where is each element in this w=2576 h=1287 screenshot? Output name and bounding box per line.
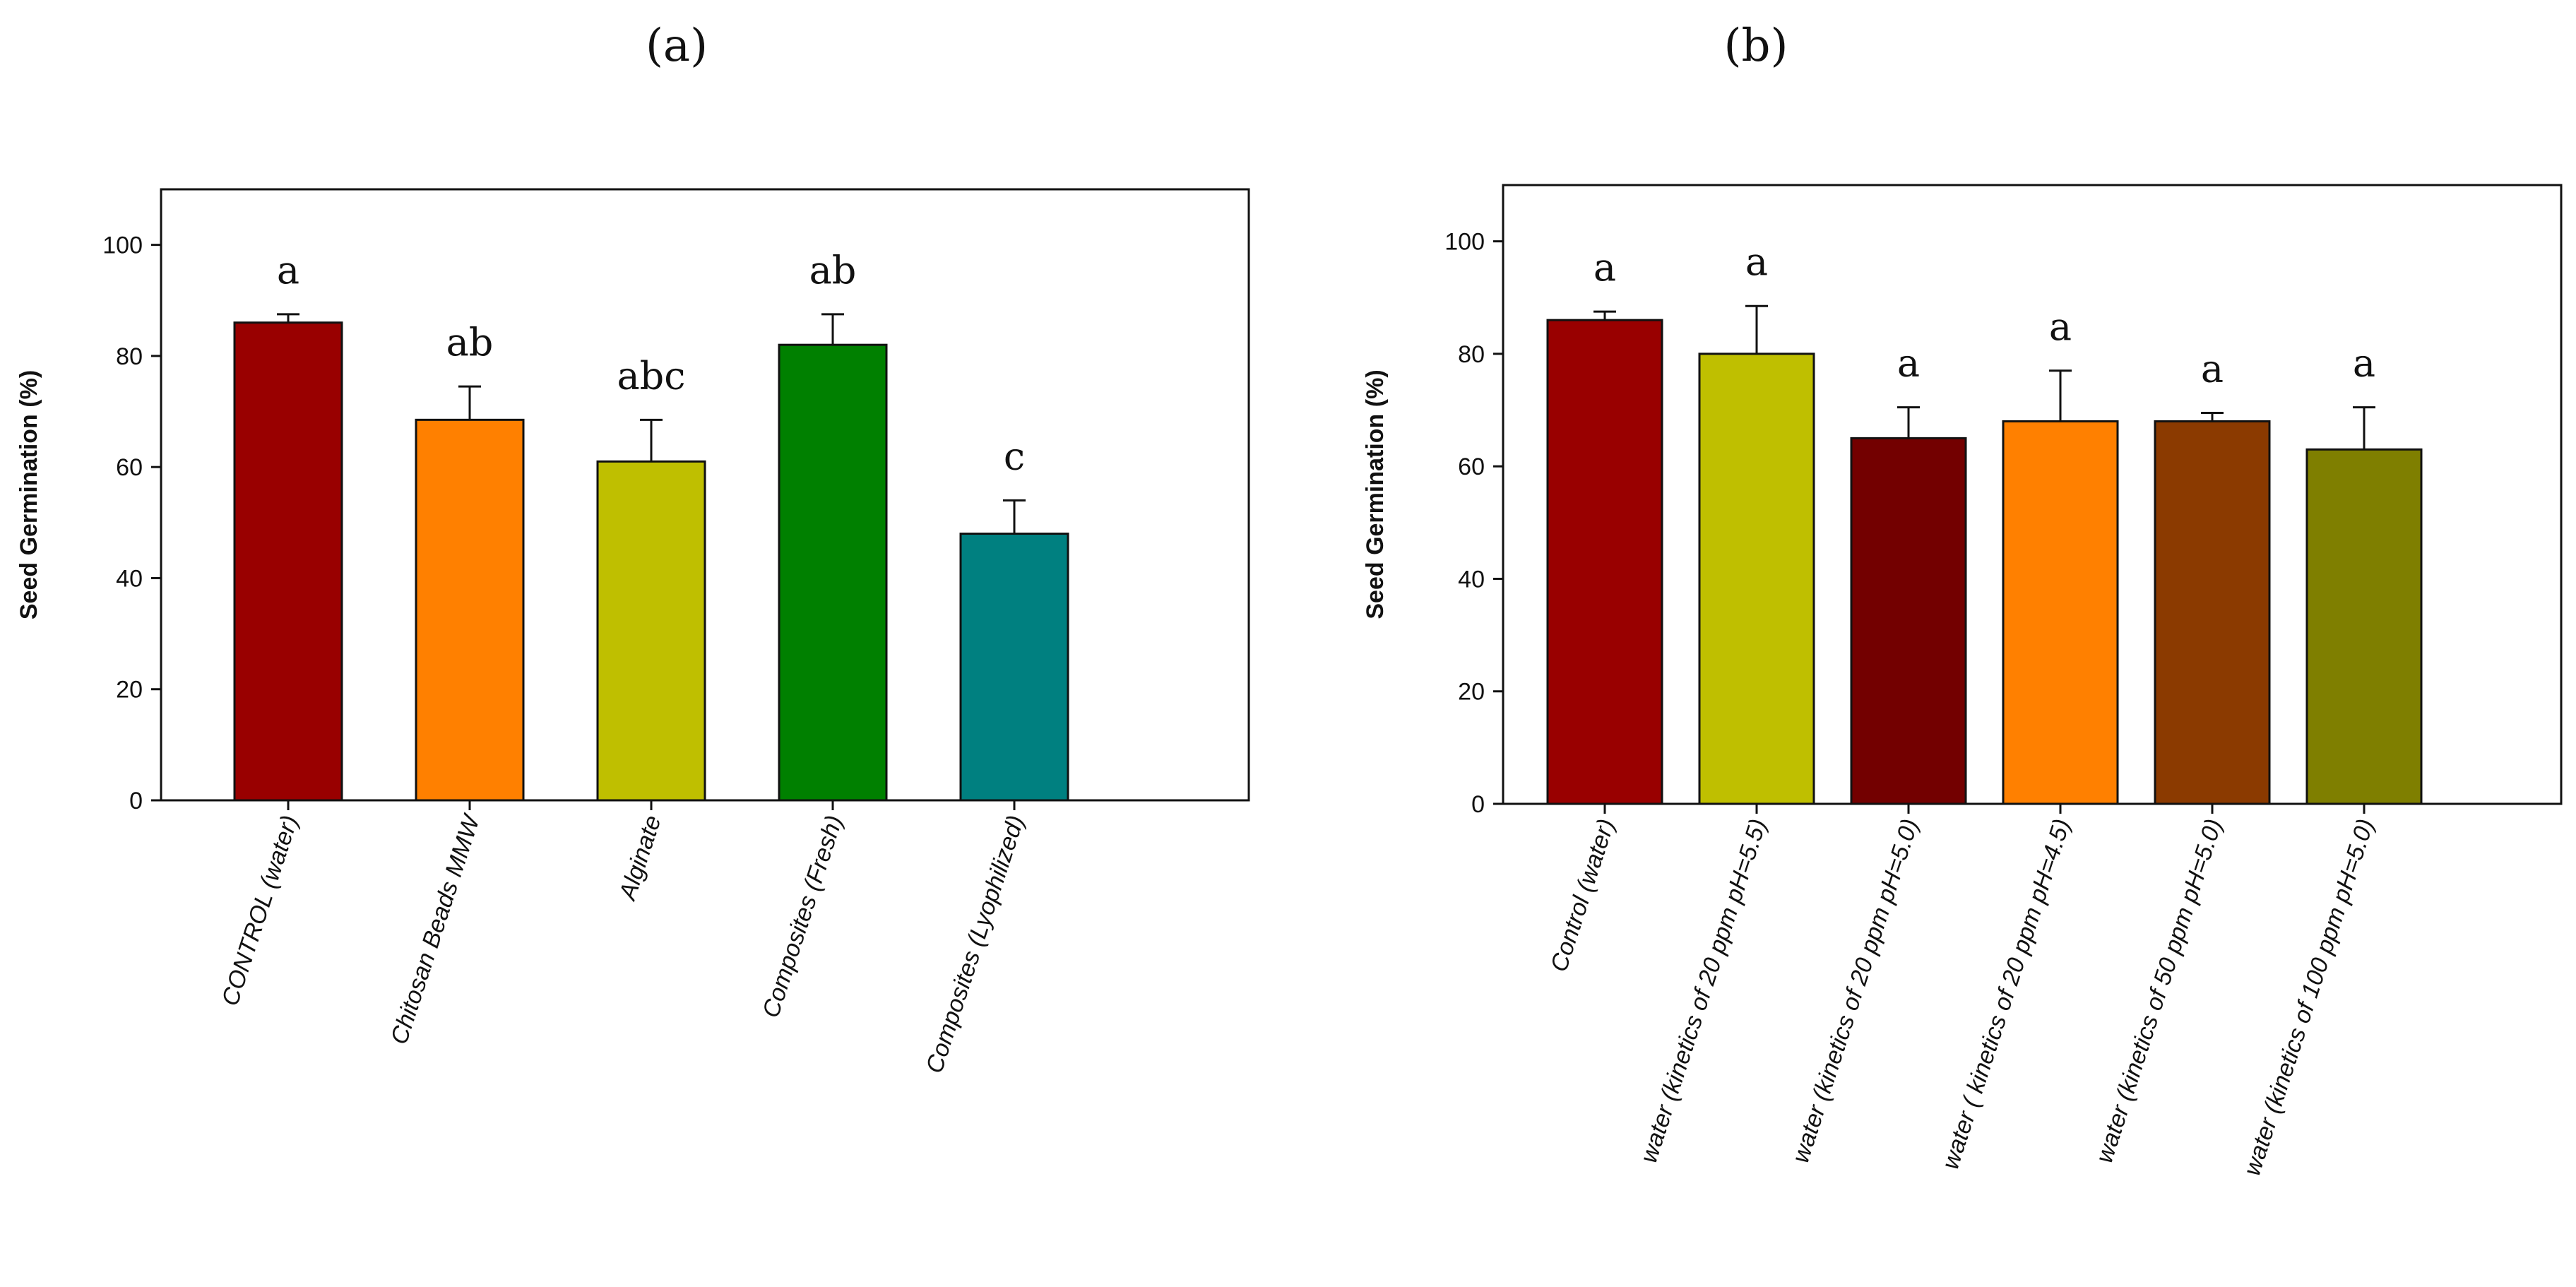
chart-b-ytick-label: 40 xyxy=(1458,566,1485,593)
chart-b: 0 20 40 60 80 100 Seed Germination (%) a Control… xyxy=(1362,184,2563,1179)
chart-b-category-label: Control (water) xyxy=(1545,816,1620,975)
chart-b-ytick-label: 100 xyxy=(1444,229,1485,256)
chart-b-category-label: water (kinetics of 50 ppm pH=5.0) xyxy=(2091,816,2228,1166)
chart-b-ytick-label: 20 xyxy=(1458,679,1485,706)
chart-b-bar xyxy=(1850,437,1967,805)
chart-a-ytick-label: 20 xyxy=(116,677,143,704)
chart-a-bar xyxy=(778,343,888,802)
chart-b-ytick-label: 80 xyxy=(1458,341,1485,368)
panel-b-label: (b) xyxy=(1724,20,1788,72)
chart-a-category-label: Alginate xyxy=(614,812,667,905)
chart-b-bar xyxy=(1546,319,1663,805)
chart-a-ytick-label: 0 xyxy=(129,788,143,814)
chart-b-significance-label: a xyxy=(1745,239,1768,284)
chart-b-y-axis-title: Seed Germination (%) xyxy=(1362,369,1389,619)
chart-a-ytick-label: 80 xyxy=(116,343,143,370)
chart-b-bar xyxy=(2154,420,2271,805)
chart-b-bar xyxy=(1698,352,1815,805)
panel-a-label: (a) xyxy=(646,20,708,72)
chart-a-category-label: Composites (Fresh) xyxy=(757,812,848,1021)
chart-a-category-label: CONTROL (water) xyxy=(217,812,304,1009)
chart-b-category-label: water (kinetics of 20 ppm pH=5.0) xyxy=(1787,816,1924,1166)
chart-a-category-label: Composites (Lyophilized) xyxy=(921,812,1030,1077)
chart-a-ytick-label: 100 xyxy=(102,232,143,259)
chart-b-significance-label: a xyxy=(1593,245,1616,290)
chart-b-category-label: water (kinetics of 100 ppm pH=5.0) xyxy=(2238,816,2379,1179)
chart-a-y-axis-title: Seed Germination (%) xyxy=(16,370,42,619)
chart-b-significance-label: a xyxy=(2353,341,2375,386)
chart-a: 0 20 40 60 80 100 Seed Germination (%) a CONTROL… xyxy=(16,188,1250,1077)
chart-b-significance-label: a xyxy=(2049,304,2072,349)
chart-a-bar xyxy=(596,460,706,802)
chart-a-significance-label: abc xyxy=(617,353,685,398)
chart-a-significance-label: ab xyxy=(809,248,857,292)
chart-a-significance-label: ab xyxy=(446,320,494,364)
chart-a-ytick-label: 40 xyxy=(116,565,143,592)
chart-b-ytick-label: 60 xyxy=(1458,453,1485,480)
chart-a-significance-label: c xyxy=(1004,434,1025,478)
chart-a-significance-label: a xyxy=(277,248,299,292)
chart-b-ytick-label: 0 xyxy=(1471,791,1485,818)
chart-a-bar xyxy=(415,418,525,802)
chart-b-significance-label: a xyxy=(1897,341,1920,386)
chart-a-bar xyxy=(233,321,343,802)
chart-a-category-label: Chitosan Beads MMW xyxy=(386,810,486,1048)
chart-b-category-label: water (kinetics of 20 ppm pH=5.5) xyxy=(1635,816,1772,1166)
chart-b-significance-label: a xyxy=(2201,347,2224,391)
chart-b-bar xyxy=(2305,448,2423,805)
chart-b-category-label: water ( kinetics of 20 ppm pH=4.5) xyxy=(1937,816,2075,1173)
chart-b-bar xyxy=(2002,420,2119,805)
chart-a-bar xyxy=(959,533,1069,802)
chart-a-ytick-label: 60 xyxy=(116,454,143,481)
